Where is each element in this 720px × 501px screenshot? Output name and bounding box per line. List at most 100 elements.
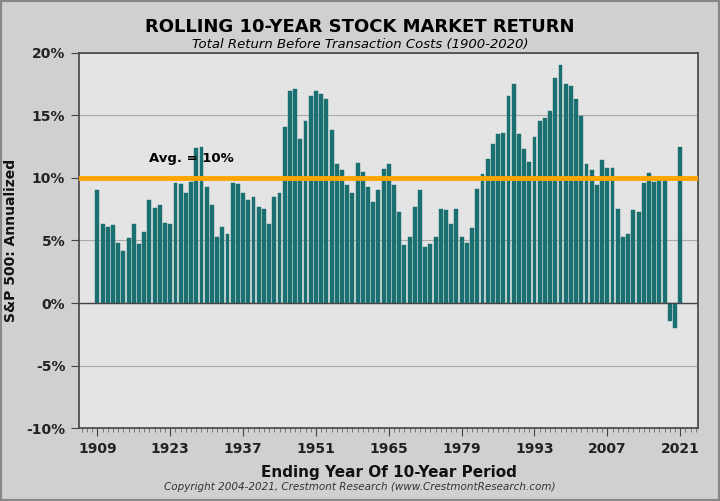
Bar (267, 224, 271, 303)
Bar (143, 231, 146, 303)
Bar (340, 170, 344, 303)
Bar (106, 226, 109, 303)
Bar (475, 189, 480, 303)
Bar (122, 250, 125, 303)
Bar (454, 209, 459, 303)
Bar (215, 237, 219, 303)
Bar (647, 173, 651, 303)
Bar (278, 193, 282, 303)
Bar (512, 84, 516, 303)
Bar (543, 118, 547, 303)
Bar (652, 182, 656, 303)
Bar (616, 209, 620, 303)
Bar (501, 133, 505, 303)
X-axis label: Ending Year Of 10-Year Period: Ending Year Of 10-Year Period (261, 464, 517, 479)
Bar (444, 210, 448, 303)
Bar (402, 245, 406, 303)
Bar (606, 168, 609, 303)
Bar (590, 170, 594, 303)
Bar (382, 169, 385, 303)
Bar (137, 244, 141, 303)
Bar (325, 99, 328, 303)
Bar (361, 171, 365, 303)
Bar (241, 193, 245, 303)
Bar (470, 228, 474, 303)
Bar (153, 208, 157, 303)
Bar (559, 65, 562, 303)
Bar (319, 94, 323, 303)
Bar (168, 224, 172, 303)
Bar (101, 224, 104, 303)
Bar (351, 193, 354, 303)
Bar (304, 121, 307, 303)
Bar (298, 139, 302, 303)
Bar (449, 224, 453, 303)
Bar (220, 226, 224, 303)
Bar (174, 183, 177, 303)
Bar (459, 237, 464, 303)
Bar (356, 163, 359, 303)
Bar (600, 160, 604, 303)
Bar (262, 209, 266, 303)
Bar (204, 186, 209, 303)
Bar (392, 185, 396, 303)
Bar (335, 164, 338, 303)
Bar (132, 224, 136, 303)
Bar (548, 112, 552, 303)
Bar (158, 205, 162, 303)
Bar (636, 212, 641, 303)
Bar (372, 201, 375, 303)
Bar (184, 193, 188, 303)
Bar (179, 184, 183, 303)
Text: Avg. = 10%: Avg. = 10% (150, 152, 234, 164)
Bar (236, 184, 240, 303)
Bar (418, 190, 422, 303)
Bar (522, 149, 526, 303)
Bar (611, 168, 614, 303)
Bar (428, 244, 433, 303)
Bar (585, 164, 588, 303)
Bar (533, 137, 536, 303)
Bar (251, 197, 256, 303)
Bar (111, 225, 115, 303)
Bar (272, 197, 276, 303)
Bar (564, 84, 567, 303)
Bar (210, 205, 214, 303)
Bar (538, 121, 541, 303)
Bar (657, 178, 662, 303)
Bar (257, 206, 261, 303)
Bar (413, 206, 417, 303)
Bar (314, 92, 318, 303)
Bar (554, 78, 557, 303)
Bar (116, 243, 120, 303)
Bar (345, 185, 349, 303)
Bar (662, 178, 667, 303)
Bar (621, 237, 625, 303)
Bar (293, 89, 297, 303)
Bar (96, 190, 99, 303)
Text: Total Return Before Transaction Costs (1900-2020): Total Return Before Transaction Costs (1… (192, 38, 528, 51)
Bar (330, 130, 333, 303)
Bar (491, 144, 495, 303)
Y-axis label: S&P 500: Annualized: S&P 500: Annualized (4, 159, 18, 322)
Bar (387, 164, 391, 303)
Bar (631, 210, 635, 303)
Bar (127, 238, 130, 303)
Bar (507, 96, 510, 303)
Bar (678, 147, 682, 303)
Bar (366, 186, 370, 303)
Bar (377, 190, 380, 303)
Bar (574, 99, 578, 303)
Bar (225, 234, 230, 303)
Bar (642, 183, 646, 303)
Bar (199, 147, 204, 303)
Bar (569, 87, 573, 303)
Bar (580, 116, 583, 303)
Bar (480, 174, 485, 303)
Bar (433, 237, 438, 303)
Bar (246, 200, 251, 303)
Bar (194, 148, 198, 303)
Bar (189, 182, 193, 303)
Bar (673, 303, 677, 328)
Bar (626, 234, 630, 303)
